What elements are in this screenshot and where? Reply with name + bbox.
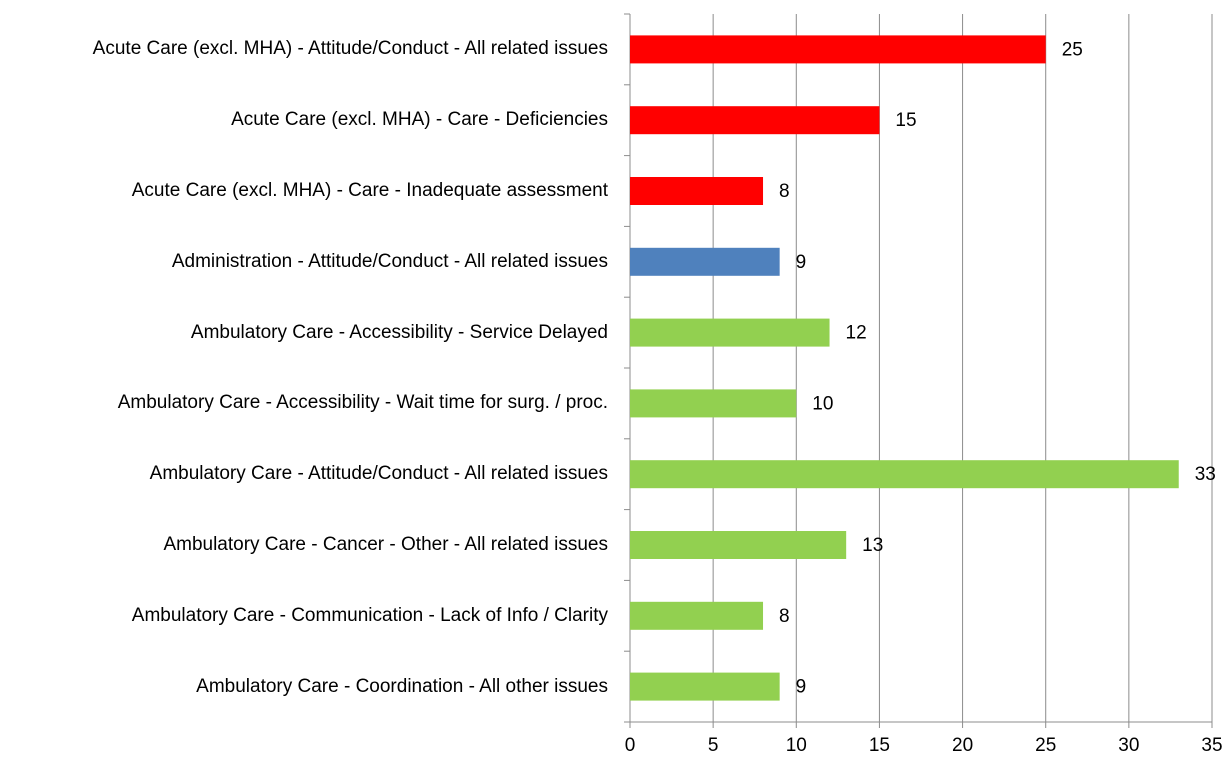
bar [630,177,764,205]
x-tick-label: 10 [786,735,807,756]
x-tick-label: 35 [1201,735,1222,756]
y-tick-label: Ambulatory Care - Attitude/Conduct - All… [149,463,608,485]
x-tick-label: 25 [1035,735,1056,756]
data-label: 15 [895,110,916,131]
y-tick-label: Ambulatory Care - Accessibility - Servic… [190,321,608,343]
bar [630,247,780,276]
x-tick-label: 15 [869,735,890,756]
x-tick-label: 20 [952,735,973,756]
y-tick-label: Administration - Attitude/Conduct - All … [171,250,608,272]
y-tick-label: Ambulatory Care - Coordination - All oth… [196,675,608,697]
data-label: 10 [812,393,833,414]
y-tick-label: Ambulatory Care - Communication - Lack o… [131,604,608,626]
bar [630,460,1179,489]
data-label: 33 [1195,464,1216,485]
data-label: 8 [779,606,790,627]
x-tick-label: 30 [1118,735,1139,756]
data-label: 25 [1062,39,1083,60]
bar [630,106,880,135]
bar [630,318,830,347]
y-tick-label: Ambulatory Care - Cancer - Other - All r… [163,534,608,555]
data-label: 12 [846,323,867,344]
data-label: 13 [862,535,883,556]
x-tick-label: 0 [625,735,636,756]
bar [630,35,1046,64]
data-label: 8 [779,181,790,202]
y-tick-label: Acute Care (excl. MHA) - Attitude/Conduc… [92,38,608,60]
bar [630,389,797,418]
data-label: 9 [796,677,807,698]
x-tick-label: 5 [708,735,719,756]
y-tick-label: Ambulatory Care - Accessibility - Wait t… [117,392,608,414]
bar [630,531,847,559]
bar [630,672,780,701]
y-tick-label: Acute Care (excl. MHA) - Care - Inadequa… [131,180,608,201]
y-tick-label: Acute Care (excl. MHA) - Care - Deficien… [231,109,608,131]
bar [630,601,764,630]
data-label: 9 [796,252,807,273]
